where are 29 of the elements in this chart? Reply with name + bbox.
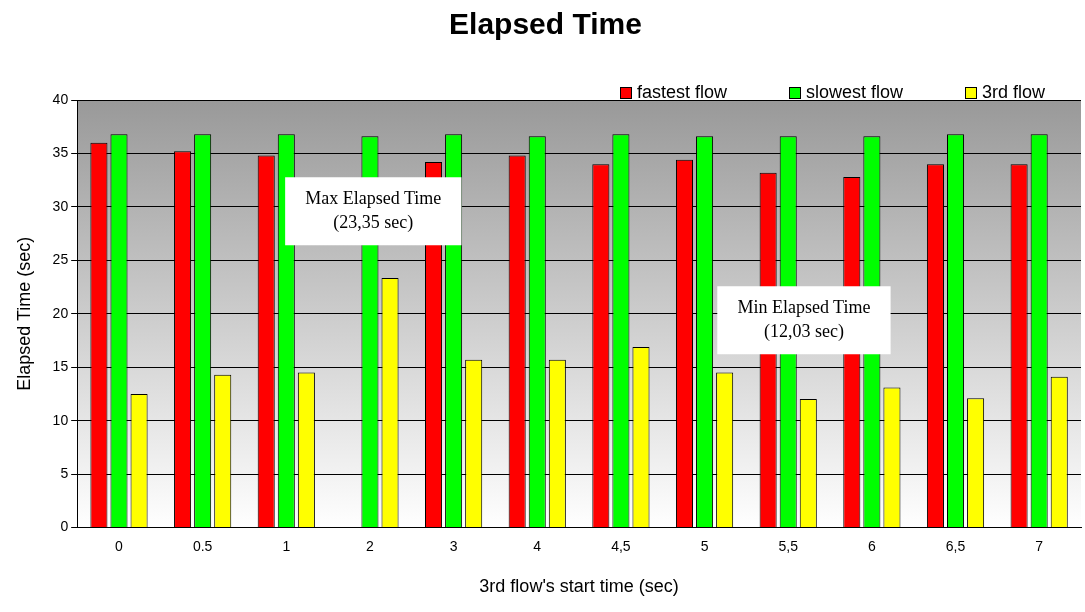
annotation: Max Elapsed Time (23,35 sec) — [305, 187, 442, 233]
y-tick-label: 0 — [60, 518, 69, 535]
text: slowest flow — [805, 82, 903, 103]
x-tick-label: 0 — [115, 537, 124, 554]
y-axis-title: Elapsed Time (sec) — [13, 236, 34, 391]
x-axis-title: 3rd flow's start time (sec) — [479, 576, 679, 597]
y-tick-label: 30 — [52, 197, 69, 214]
legend-label: 3rd flow — [981, 82, 1045, 103]
x-tick-label: 4,5 — [611, 537, 631, 554]
y-tick-label: 10 — [52, 411, 69, 428]
x-tick-label: 5 — [700, 537, 709, 554]
x-tick-label: 5,5 — [778, 537, 799, 554]
annotation: Min Elapsed Time (12,03 sec) — [737, 296, 871, 342]
x-tick-label: 1 — [282, 537, 291, 554]
x-tick-label: 2 — [366, 537, 375, 554]
y-tick-label: 5 — [60, 465, 69, 482]
x-tick-label: 6 — [867, 537, 876, 554]
legend-label: fastest flow — [636, 82, 727, 103]
y-tick-label: 25 — [52, 251, 69, 268]
y-tick-label: 20 — [52, 304, 69, 321]
y-tick-label: 40 — [52, 90, 69, 107]
x-tick-label: 3 — [449, 537, 458, 554]
chart-title: Elapsed Time — [449, 7, 642, 41]
y-tick-label: 35 — [52, 144, 69, 161]
x-tick-label: 6,5 — [945, 537, 966, 554]
y-tick-label: 15 — [52, 358, 69, 375]
x-tick-label: 4 — [533, 537, 542, 554]
x-tick-label: 0.5 — [192, 537, 213, 554]
x-tick-label: 7 — [1035, 537, 1044, 554]
